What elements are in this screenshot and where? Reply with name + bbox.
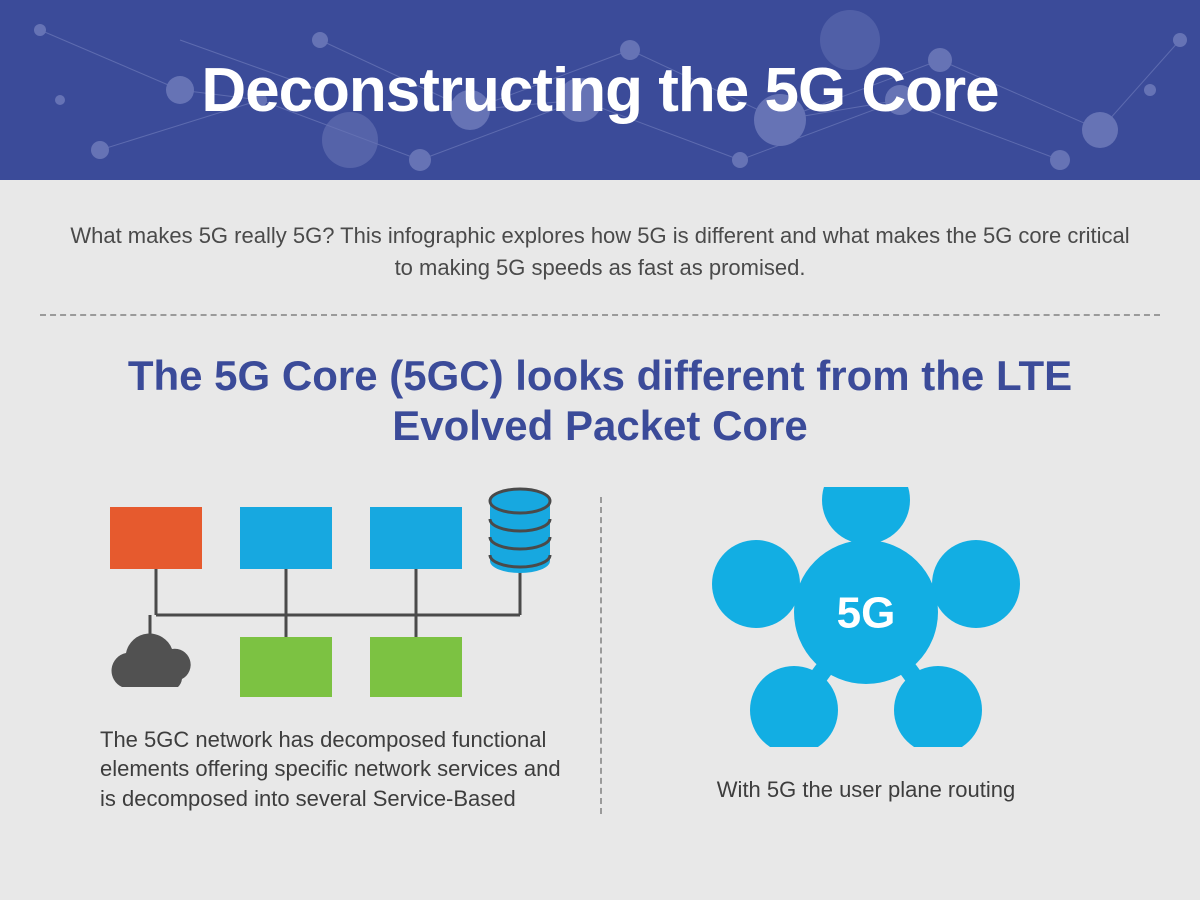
left-panel: The 5GC network has decomposed functiona…: [70, 487, 600, 814]
network-blocks-icon: [100, 487, 570, 697]
right-panel: 5G With 5G the user plane routing: [602, 487, 1130, 814]
header-band: Deconstructing the 5G Core: [0, 0, 1200, 180]
svg-text:5G: 5G: [837, 588, 896, 637]
subheading: The 5G Core (5GC) looks different from t…: [0, 351, 1200, 487]
intro-text: What makes 5G really 5G? This infographi…: [60, 220, 1140, 284]
left-body-text: The 5GC network has decomposed functiona…: [100, 725, 570, 814]
intro-section: What makes 5G really 5G? This infographi…: [0, 180, 1200, 314]
comparison-columns: The 5GC network has decomposed functiona…: [0, 487, 1200, 814]
right-body-text: With 5G the user plane routing: [632, 775, 1100, 805]
divider: [40, 314, 1160, 316]
page-title: Deconstructing the 5G Core: [201, 55, 998, 126]
5g-hub-icon: 5G: [706, 487, 1026, 747]
